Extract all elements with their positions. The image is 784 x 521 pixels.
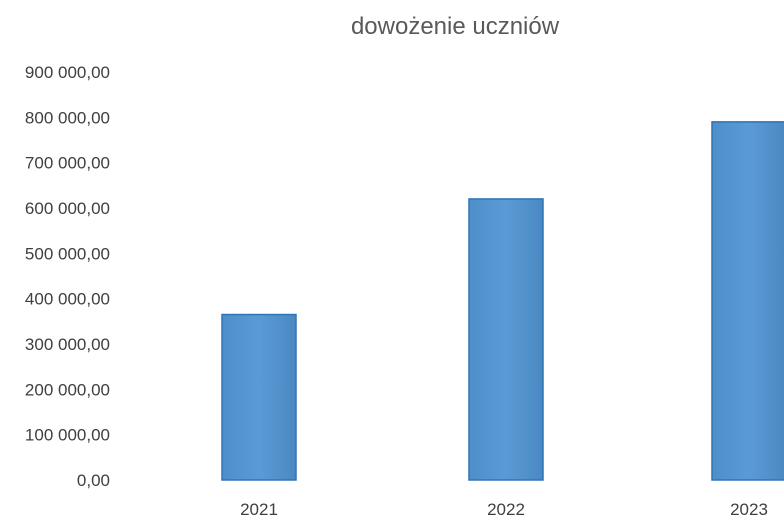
y-tick-label: 600 000,00 — [25, 199, 110, 218]
y-tick-label: 200 000,00 — [25, 380, 110, 399]
y-tick-label: 700 000,00 — [25, 154, 110, 173]
y-tick-label: 400 000,00 — [25, 290, 110, 309]
bar-2021 — [221, 313, 297, 481]
bars-group — [221, 121, 784, 481]
x-axis: 2021 2022 2023 — [240, 500, 768, 519]
y-tick-label: 100 000,00 — [25, 426, 110, 445]
x-tick-label: 2023 — [730, 500, 768, 519]
bar-2022 — [468, 198, 544, 481]
x-tick-label: 2021 — [240, 500, 278, 519]
y-tick-label: 900 000,00 — [25, 63, 110, 82]
y-tick-label: 0,00 — [77, 471, 110, 490]
y-axis: 0,00 100 000,00 200 000,00 300 000,00 400 00… — [25, 63, 110, 490]
y-tick-label: 500 000,00 — [25, 244, 110, 263]
bar-2023 — [711, 121, 784, 481]
y-tick-label: 300 000,00 — [25, 335, 110, 354]
chart-title: dowożenie uczniów — [351, 13, 560, 40]
y-tick-label: 800 000,00 — [25, 108, 110, 127]
x-tick-label: 2022 — [487, 500, 525, 519]
